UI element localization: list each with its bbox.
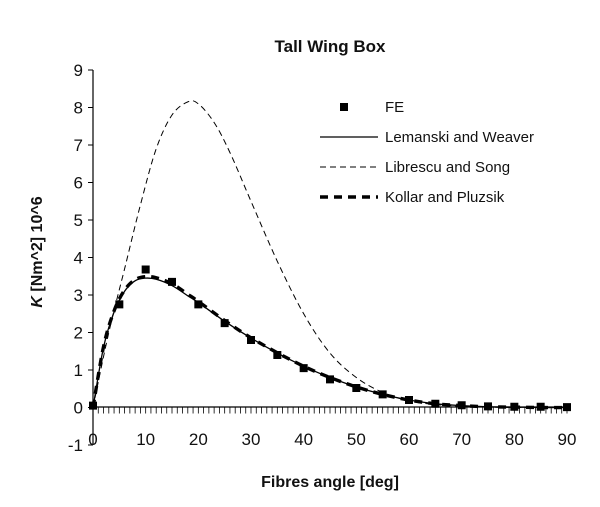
- fe-data-point: [168, 277, 176, 286]
- fe-data-point: [273, 351, 282, 359]
- legend-label: FE: [385, 99, 404, 116]
- x-tick-label: 0: [88, 430, 97, 449]
- y-tick-label: 6: [74, 174, 83, 193]
- y-tick-label: 0: [74, 399, 83, 418]
- series-lemanski-and-weaver: [92, 277, 568, 409]
- y-ticks: -1 0 1 2 3 4 5 6 7 8 9: [68, 61, 93, 455]
- y-axis-label: K [Nm^2] 10^6: [29, 196, 46, 307]
- legend-item-librescu-and-song: Librescu and Song: [320, 159, 510, 176]
- legend-item-kollar-and-pluzsik: Kollar and Pluzsik: [320, 189, 505, 206]
- legend-item-fe: FE: [340, 99, 404, 116]
- axes: [92, 70, 567, 445]
- y-axis-label-units: [Nm^2] 10^6: [29, 196, 46, 296]
- fe-data-point: [299, 364, 308, 373]
- series-librescu-and-song: [92, 100, 567, 409]
- x-tick-label: 50: [347, 430, 366, 449]
- x-tick-label: 10: [136, 430, 155, 449]
- x-ticks: 0 10 20 30 40 50 60 70 80 90: [88, 407, 577, 449]
- series-kollar-and-pluzsik: [91, 274, 568, 410]
- x-tick-label: 90: [558, 430, 577, 449]
- fe-data-point: [220, 319, 229, 328]
- x-tick-label: 40: [294, 430, 313, 449]
- fe-data-point: [352, 384, 361, 392]
- y-tick-label: -1: [68, 436, 83, 455]
- legend-label: Kollar and Pluzsik: [385, 189, 505, 206]
- y-tick-label: 2: [74, 324, 83, 343]
- legend: FE Lemanski and Weaver Librescu and Song Ko…: [320, 99, 534, 206]
- y-tick-label: 3: [74, 286, 83, 305]
- y-tick-label: 4: [74, 249, 83, 268]
- x-axis-label: Fibres angle [deg]: [261, 474, 399, 491]
- x-tick-label: 60: [400, 430, 419, 449]
- y-axis-label-symbol: K: [29, 295, 46, 308]
- legend-label: Librescu and Song: [385, 159, 510, 176]
- series-line: [91, 274, 568, 410]
- fe-data-point: [115, 300, 124, 309]
- series-fe: [89, 265, 571, 412]
- chart-title: Tall Wing Box: [275, 37, 387, 56]
- y-tick-label: 5: [74, 211, 83, 230]
- y-tick-label: 7: [74, 136, 83, 155]
- legend-item-lemanski-and-weaver: Lemanski and Weaver: [320, 129, 534, 146]
- x-tick-label: 30: [242, 430, 261, 449]
- legend-label: Lemanski and Weaver: [385, 129, 534, 146]
- fe-data-point: [194, 300, 203, 309]
- fe-data-point: [326, 375, 334, 384]
- series-layer: [89, 100, 571, 412]
- x-tick-label: 20: [189, 430, 208, 449]
- legend-swatch: [340, 103, 348, 111]
- fe-data-point: [247, 336, 255, 344]
- series-line: [92, 277, 568, 409]
- fe-data-point: [141, 265, 150, 274]
- x-tick-label: 70: [452, 430, 471, 449]
- series-line: [92, 100, 567, 409]
- x-tick-label: 80: [505, 430, 524, 449]
- y-tick-label: 9: [74, 61, 83, 80]
- y-tick-label: 1: [74, 361, 83, 380]
- y-tick-label: 8: [74, 99, 83, 118]
